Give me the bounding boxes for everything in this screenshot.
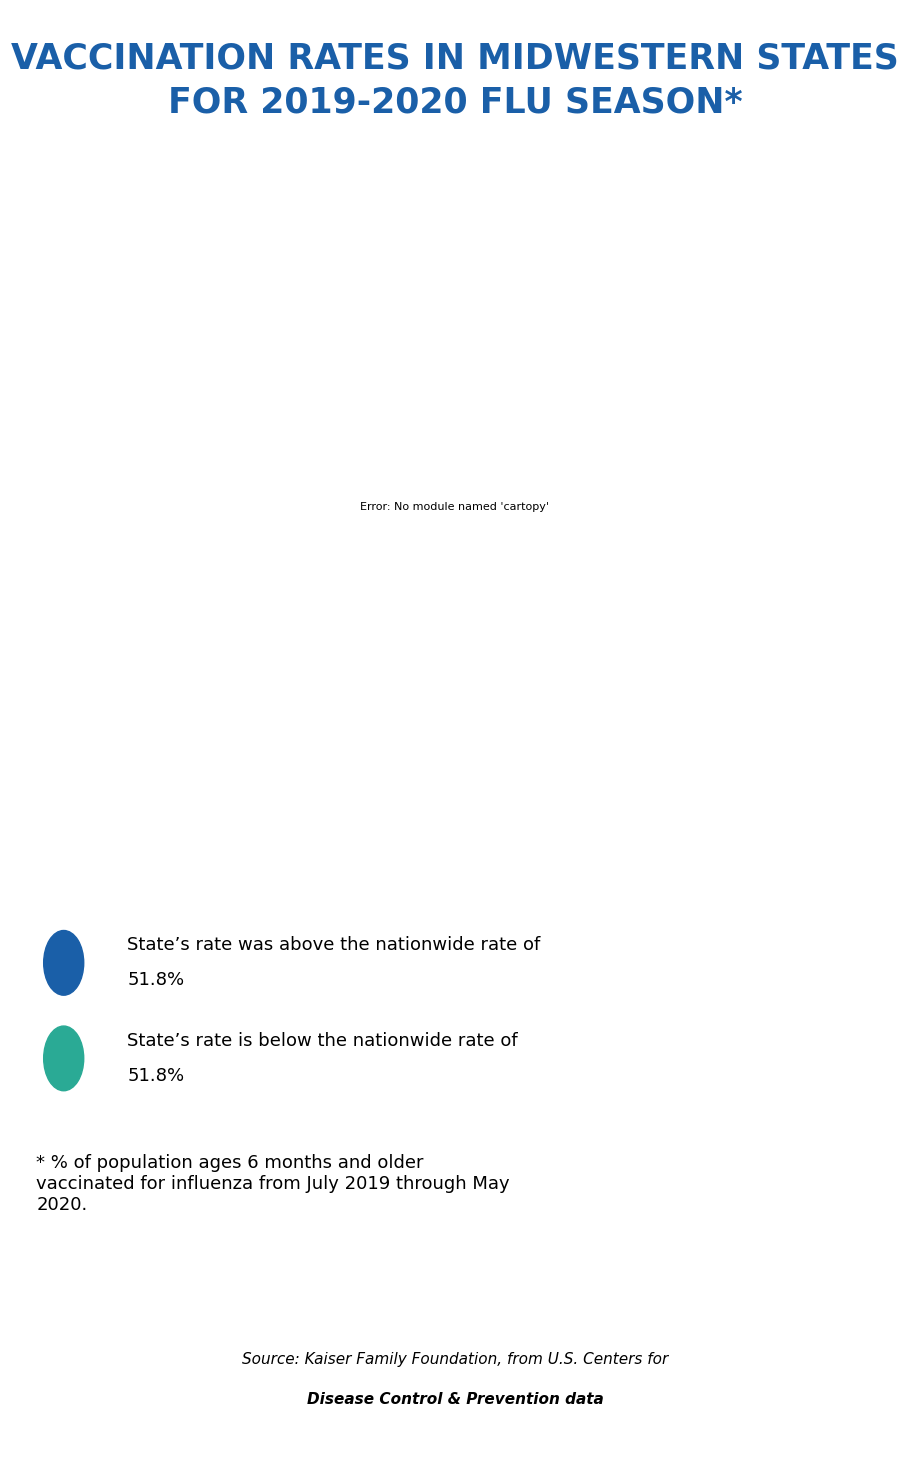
Text: Disease Control & Prevention data: Disease Control & Prevention data [307, 1392, 603, 1407]
Text: * % of population ages 6 months and older
vaccinated for influenza from July 201: * % of population ages 6 months and olde… [36, 1154, 510, 1214]
Text: FOR 2019-2020 FLU SEASON*: FOR 2019-2020 FLU SEASON* [167, 85, 743, 121]
Text: 51.8%: 51.8% [127, 972, 185, 989]
Text: State’s rate is below the nationwide rate of: State’s rate is below the nationwide rat… [127, 1032, 518, 1050]
Text: VACCINATION RATES IN MIDWESTERN STATES: VACCINATION RATES IN MIDWESTERN STATES [11, 41, 899, 76]
Text: 51.8%: 51.8% [127, 1067, 185, 1085]
Text: Source: Kaiser Family Foundation, from U.S. Centers for: Source: Kaiser Family Foundation, from U… [242, 1352, 668, 1367]
Text: State’s rate was above the nationwide rate of: State’s rate was above the nationwide ra… [127, 936, 541, 954]
Text: Error: No module named 'cartopy': Error: No module named 'cartopy' [360, 503, 550, 512]
